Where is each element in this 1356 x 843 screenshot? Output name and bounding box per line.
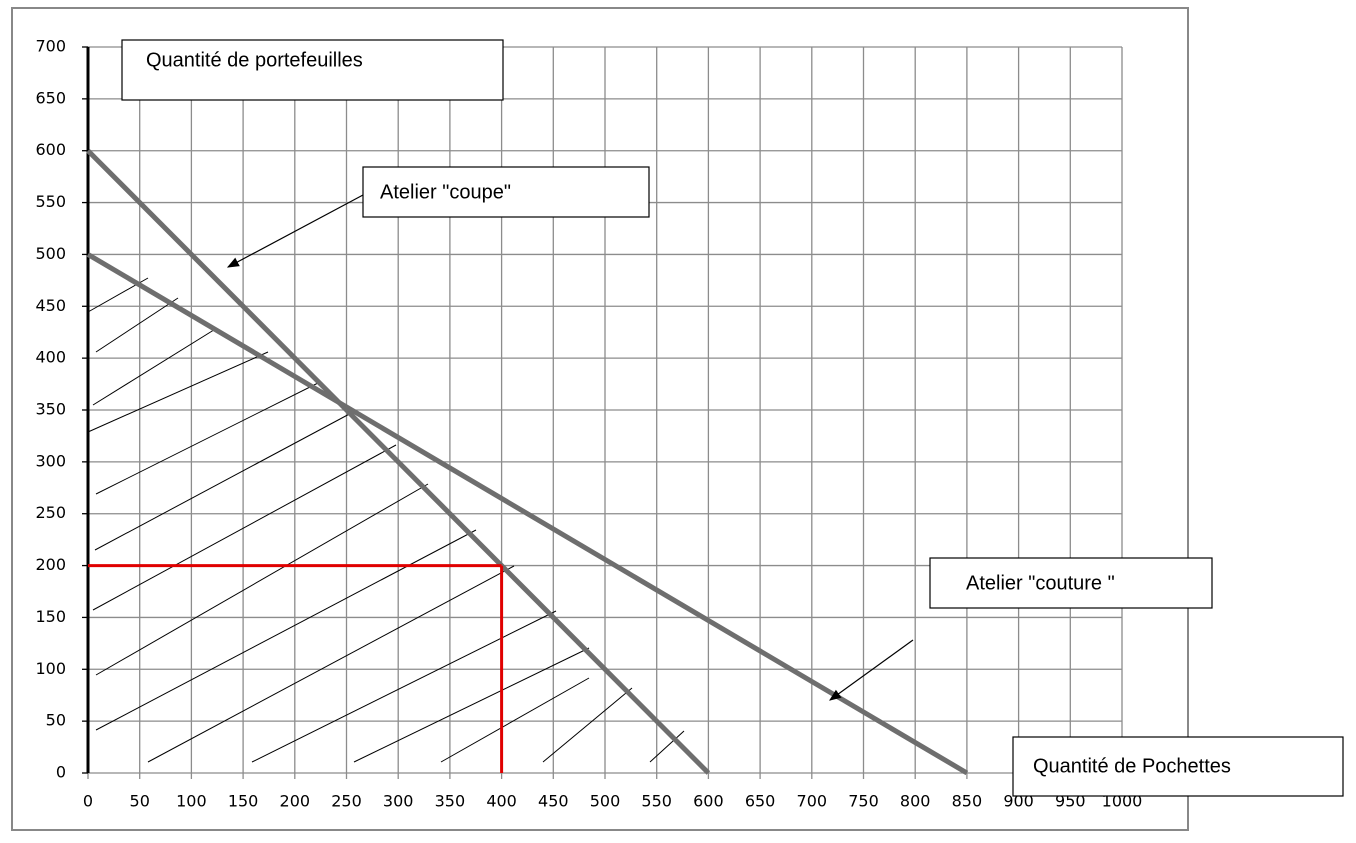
x-tick-label: 700: [797, 792, 828, 811]
x-tick-label: 550: [641, 792, 672, 811]
y-axis-label: Quantité de portefeuilles: [146, 49, 363, 71]
y-tick-label: 700: [35, 37, 66, 56]
series-label: Atelier "couture ": [966, 572, 1115, 594]
x-tick-label: 650: [745, 792, 776, 811]
feasible-hatching: [87, 277, 685, 763]
x-tick-label: 100: [176, 792, 207, 811]
x-tick-label: 300: [383, 792, 414, 811]
y-tick-label: 200: [35, 555, 66, 574]
x-tick-label: 750: [848, 792, 879, 811]
y-tick-label: 100: [35, 659, 66, 678]
y-label-box: [121, 39, 504, 101]
x-tick-label: 850: [952, 792, 983, 811]
labels: 0 50 100 150 200 250 300 350 400 450 500 550 600 650 7…: [35, 37, 1142, 811]
x-tick-label: 150: [228, 792, 259, 811]
x-tick-label: 50: [130, 792, 150, 811]
frame: [11, 7, 1189, 831]
y-tick-label: 600: [35, 140, 66, 159]
x-tick-label: 600: [693, 792, 724, 811]
x-tick-label: 250: [331, 792, 362, 811]
y-tick-label: 350: [35, 400, 66, 419]
x-tick-label: 200: [280, 792, 311, 811]
y-tick-label: 450: [35, 296, 66, 315]
y-tick-label: 150: [35, 607, 66, 626]
annotation-box: [929, 557, 1213, 609]
arrow: [829, 639, 914, 701]
y-tick-label: 50: [46, 711, 66, 730]
y-tick-label: 650: [35, 88, 66, 107]
y-tick-label: 400: [35, 348, 66, 367]
y-tick-label: 300: [35, 451, 66, 470]
y-tick-label: 0: [56, 763, 66, 782]
y-tick-label: 500: [35, 244, 66, 263]
x-tick-label: 400: [486, 792, 517, 811]
marks: [86, 148, 969, 776]
y-tick-label: 550: [35, 192, 66, 211]
x-tick-label: 350: [435, 792, 466, 811]
x-tick-label: 0: [83, 792, 93, 811]
x-tick-label: 800: [900, 792, 931, 811]
series-label: Atelier "coupe": [380, 181, 511, 203]
arrow: [226, 194, 364, 268]
y-tick-label: 250: [35, 503, 66, 522]
series-line: [86, 148, 711, 775]
annotation-box: [362, 166, 650, 218]
series-line: [86, 252, 969, 776]
x-axis-label: Quantité de Pochettes: [1033, 755, 1231, 777]
x-tick-label: 500: [590, 792, 621, 811]
x-tick-label: 450: [538, 792, 569, 811]
x-label-box: [1012, 736, 1344, 797]
